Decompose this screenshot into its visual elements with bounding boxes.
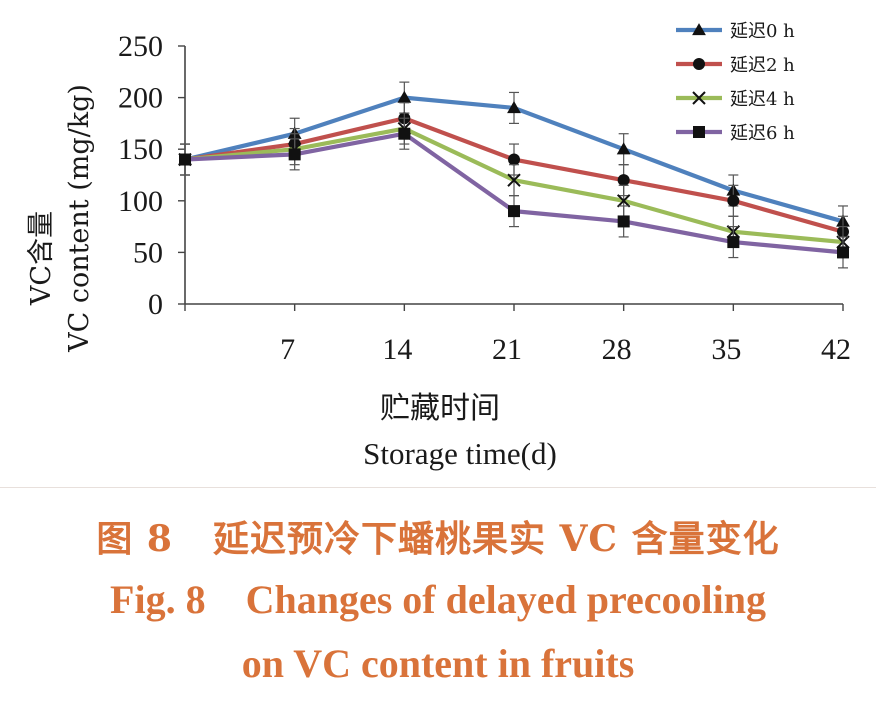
data-point <box>397 90 412 103</box>
data-point <box>507 173 521 187</box>
series-4 <box>179 117 849 269</box>
figure-number-en: Fig. 8 <box>110 577 206 622</box>
chart-series <box>178 81 850 269</box>
x-tick-label: 35 <box>711 333 741 366</box>
figure-title-en-line2: on VC content in fruits <box>241 641 635 686</box>
data-point <box>727 236 740 249</box>
data-point <box>617 174 630 187</box>
y-tick-label: 0 <box>148 288 163 321</box>
caption-divider <box>0 487 876 488</box>
figure-title-en-line1: Changes of delayed precooling <box>245 577 766 622</box>
x-axis-label-cn: 贮藏时间 <box>380 391 500 426</box>
legend-marker <box>693 126 705 138</box>
legend-marker <box>692 23 706 36</box>
data-point <box>837 246 849 259</box>
data-point <box>508 153 520 166</box>
y-tick-labels: 0 50 100 150 200 250 <box>118 30 163 321</box>
y-tick-label: 200 <box>118 82 163 115</box>
legend-item-1: 延迟0 h <box>676 21 795 42</box>
legend-item-4: 延迟6 h <box>676 123 795 144</box>
y-tick-label: 150 <box>118 133 163 166</box>
x-tick-label: 21 <box>492 333 522 366</box>
data-point-stroke <box>616 194 631 208</box>
x-axis-label-en: Storage time(d) <box>363 436 557 471</box>
legend-label: 延迟4 h <box>730 89 795 110</box>
legend-marker <box>692 91 706 105</box>
data-point <box>616 142 631 155</box>
data-point <box>616 194 631 208</box>
y-axis-label-cn: VC含量 <box>26 211 57 306</box>
x-tick-label: 14 <box>382 333 412 366</box>
data-point <box>508 205 520 218</box>
figure-caption-cn: 图 8 延迟预冷下蟠桃果实 VC 含量变化 <box>0 510 876 562</box>
y-tick-label: 50 <box>133 236 163 269</box>
data-point <box>507 101 521 114</box>
y-axis-label-en: VC content (mg/kg) <box>64 84 95 353</box>
data-point <box>398 127 411 140</box>
x-tick-labels: 7 14 21 28 35 42 <box>280 333 851 366</box>
figure-caption-en-line2: on VC content in fruits <box>0 640 876 687</box>
y-tick-label: 100 <box>118 185 163 218</box>
x-tick-label: 28 <box>602 333 632 366</box>
data-point <box>727 194 740 207</box>
x-tick-label: 7 <box>280 333 295 366</box>
figure-number-cn: 图 8 <box>96 518 173 560</box>
legend-item-3: 延迟4 h <box>676 89 795 110</box>
y-tick-label: 250 <box>118 30 163 63</box>
data-point-stroke <box>507 173 521 187</box>
data-point <box>179 153 191 166</box>
figure-caption-en-line1: Fig. 8 Changes of delayed precooling <box>0 576 876 623</box>
legend-item-2: 延迟2 h <box>676 55 795 76</box>
data-point <box>288 148 301 161</box>
x-tick-label: 42 <box>821 333 851 366</box>
legend-marker-stroke <box>692 91 706 105</box>
legend-label: 延迟6 h <box>730 123 795 144</box>
data-point <box>617 215 630 228</box>
chart-legend: 延迟0 h 延迟2 h 延迟4 h 延迟6 h <box>676 21 795 144</box>
legend-marker <box>693 58 705 70</box>
legend-label: 延迟0 h <box>730 21 795 42</box>
figure-title-cn: 延迟预冷下蟠桃果实 VC 含量变化 <box>212 518 780 560</box>
legend-label: 延迟2 h <box>730 55 795 76</box>
